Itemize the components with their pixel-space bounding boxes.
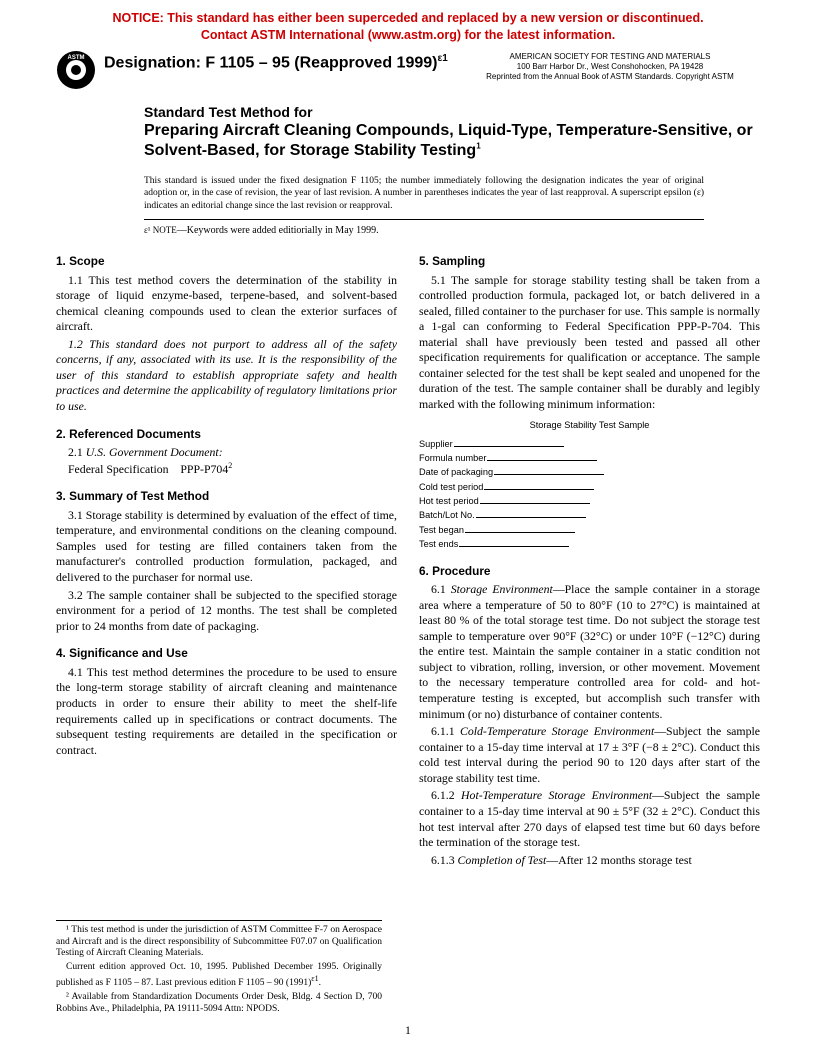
sec5-p1: 5.1 The sample for storage stability tes…: [419, 273, 760, 413]
f2-line: [487, 451, 597, 461]
f6-line: [476, 508, 586, 518]
title-sup: 1: [476, 141, 480, 150]
p62lab: Cold-Temperature Storage Environment: [460, 724, 654, 738]
f8-line: [459, 537, 569, 547]
p61lab: Storage Environment: [451, 582, 553, 596]
org-l1: AMERICAN SOCIETY FOR TESTING AND MATERIA…: [460, 52, 760, 62]
columns: 1. Scope 1.1 This test method covers the…: [56, 254, 760, 870]
p64lab: Completion of Test: [458, 853, 547, 867]
form-formula: Formula number: [419, 451, 760, 465]
p61b: —Place the sample container in a storage…: [419, 582, 760, 721]
f7: Test began: [419, 524, 464, 537]
title-block: Standard Test Method for Preparing Aircr…: [144, 104, 760, 161]
designation: Designation: F 1105 – 95 (Reapproved 199…: [104, 53, 448, 72]
form-ends: Test ends: [419, 537, 760, 551]
header-row: ASTM Designation: F 1105 – 95 (Reapprove…: [56, 50, 760, 90]
f5: Hot test period: [419, 495, 479, 508]
org-l2: 100 Barr Harbor Dr., West Conshohocken, …: [460, 62, 760, 72]
f2: Formula number: [419, 452, 486, 465]
f1: Supplier: [419, 438, 453, 451]
sec2-p1a: 2.1: [68, 445, 86, 459]
astm-logo: ASTM: [56, 50, 96, 90]
notice-line1: NOTICE: This standard has either been su…: [56, 10, 760, 27]
fn1b-t: Current edition approved Oct. 10, 1995. …: [56, 962, 382, 988]
footnotes: ¹ This test method is under the jurisdic…: [56, 920, 382, 1018]
p63lab: Hot-Temperature Storage Environment: [461, 788, 652, 802]
f1-line: [454, 437, 564, 447]
fn1a: ¹ This test method is under the jurisdic…: [56, 925, 382, 961]
f3-line: [494, 465, 604, 475]
sec3-h: 3. Summary of Test Method: [56, 489, 397, 505]
p64b: —After 12 months storage test: [546, 853, 691, 867]
notice-block: NOTICE: This standard has either been su…: [56, 10, 760, 44]
sec2-p2sup: 2: [228, 461, 232, 470]
org-l3: Reprinted from the Annual Book of ASTM S…: [460, 72, 760, 82]
epsnote-text: —Keywords were added editiorially in May…: [177, 225, 379, 236]
epsilon-note: ε¹ NOTE—Keywords were added editiorially…: [144, 219, 704, 236]
page-number: 1: [0, 1023, 816, 1038]
form-supplier: Supplier: [419, 437, 760, 451]
f6: Batch/Lot No.: [419, 509, 475, 522]
f8: Test ends: [419, 538, 458, 551]
svg-text:ASTM: ASTM: [68, 55, 85, 61]
fn1b-end: .: [319, 978, 321, 988]
sec6-h: 6. Procedure: [419, 564, 760, 580]
p63a: 6.1.2: [431, 788, 461, 802]
sec3-p2: 3.2 The sample container shall be subjec…: [56, 588, 397, 635]
col-right: 5. Sampling 5.1 The sample for storage s…: [419, 254, 760, 870]
sec6-p3: 6.1.2 Hot-Temperature Storage Environmen…: [419, 788, 760, 850]
fn1b-sup: ε1: [311, 974, 318, 983]
form-batch: Batch/Lot No.: [419, 508, 760, 522]
sec2-p1: 2.1 U.S. Government Document:: [56, 445, 397, 461]
f3: Date of packaging: [419, 466, 493, 479]
sec2-p1b: U.S. Government Document:: [86, 445, 223, 459]
fn2: ² Available from Standardization Documen…: [56, 992, 382, 1016]
sample-header: Storage Stability Test Sample: [419, 419, 760, 431]
sec1-p2: 1.2 This standard does not purport to ad…: [56, 337, 397, 415]
sec2-p2: Federal Specification PPP-P7042: [68, 461, 397, 477]
form-cold: Cold test period: [419, 480, 760, 494]
f5-line: [480, 494, 590, 504]
sec1-p1: 1.1 This test method covers the determin…: [56, 273, 397, 335]
epsnote-label: ε¹ NOTE: [144, 225, 177, 235]
form-began: Test began: [419, 523, 760, 537]
sec2-h: 2. Referenced Documents: [56, 427, 397, 443]
form-hot: Hot test period: [419, 494, 760, 508]
sec4-h: 4. Significance and Use: [56, 646, 397, 662]
org-block: AMERICAN SOCIETY FOR TESTING AND MATERIA…: [460, 52, 760, 82]
f4-line: [484, 480, 594, 490]
issued-note: This standard is issued under the fixed …: [144, 175, 704, 213]
page: NOTICE: This standard has either been su…: [0, 0, 816, 1056]
notice-line2: Contact ASTM International (www.astm.org…: [56, 27, 760, 44]
title-main-text: Preparing Aircraft Cleaning Compounds, L…: [144, 122, 753, 159]
p64a: 6.1.3: [431, 853, 458, 867]
form-date: Date of packaging: [419, 465, 760, 479]
sec4-p1: 4.1 This test method determines the proc…: [56, 665, 397, 758]
p62a: 6.1.1: [431, 724, 460, 738]
sec6-p1: 6.1 Storage Environment—Place the sample…: [419, 582, 760, 722]
sec6-p2: 6.1.1 Cold-Temperature Storage Environme…: [419, 724, 760, 786]
sec6-p4: 6.1.3 Completion of Test—After 12 months…: [419, 853, 760, 869]
designation-text: Designation: F 1105 – 95 (Reapproved 199…: [104, 54, 437, 71]
fn1b: Current edition approved Oct. 10, 1995. …: [56, 962, 382, 990]
sample-form: Supplier Formula number Date of packagin…: [419, 437, 760, 552]
sec3-p1: 3.1 Storage stability is determined by e…: [56, 508, 397, 586]
f7-line: [465, 523, 575, 533]
designation-sup: ε1: [437, 53, 447, 64]
sec2-p2t: Federal Specification PPP-P704: [68, 462, 228, 476]
title-main: Preparing Aircraft Cleaning Compounds, L…: [144, 121, 760, 161]
title-pre: Standard Test Method for: [144, 104, 760, 121]
sec1-h: 1. Scope: [56, 254, 397, 270]
f4: Cold test period: [419, 481, 483, 494]
sec5-h: 5. Sampling: [419, 254, 760, 270]
p61a: 6.1: [431, 582, 451, 596]
col-left: 1. Scope 1.1 This test method covers the…: [56, 254, 397, 870]
